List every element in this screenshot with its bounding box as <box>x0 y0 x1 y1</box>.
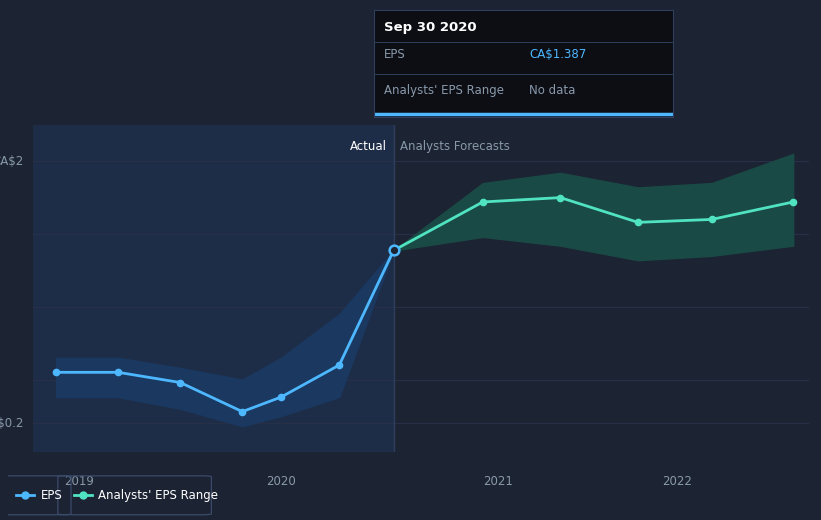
Text: 2022: 2022 <box>662 475 692 488</box>
Text: No data: No data <box>530 84 576 97</box>
Text: CA$1.387: CA$1.387 <box>530 48 587 61</box>
Bar <box>393 125 809 452</box>
Text: EPS: EPS <box>384 48 406 61</box>
Text: 2021: 2021 <box>484 475 513 488</box>
Text: CA$2: CA$2 <box>0 155 24 167</box>
Text: Sep 30 2020: Sep 30 2020 <box>384 21 477 34</box>
Text: 2019: 2019 <box>65 475 94 488</box>
Bar <box>33 125 393 452</box>
Text: EPS: EPS <box>41 489 62 502</box>
Text: CA$0.2: CA$0.2 <box>0 417 24 430</box>
Text: Actual: Actual <box>351 139 388 152</box>
Text: Analysts' EPS Range: Analysts' EPS Range <box>98 489 218 502</box>
Text: 2020: 2020 <box>266 475 296 488</box>
Text: Analysts Forecasts: Analysts Forecasts <box>400 139 510 152</box>
Text: Analysts' EPS Range: Analysts' EPS Range <box>384 84 504 97</box>
